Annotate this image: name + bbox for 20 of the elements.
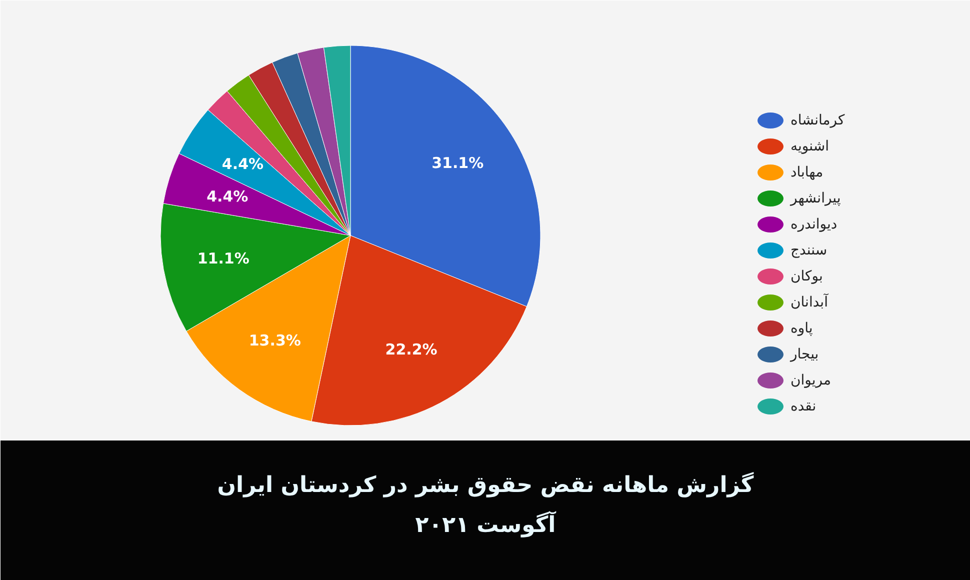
data-label: 4.4% (222, 155, 264, 174)
legend-label: اشنویه (790, 138, 829, 154)
legend-label: بوکان (790, 268, 823, 284)
data-label: 22.2% (385, 340, 438, 358)
data-label: 4.4% (206, 187, 248, 206)
data-label: 31.1% (432, 154, 484, 172)
legend-label: سنندج (790, 242, 828, 258)
legend-label: بیجار (790, 346, 819, 362)
data-label: 11.1% (197, 250, 250, 268)
legend-label: دیواندره (790, 216, 838, 232)
legend-label: کرمانشاه (790, 112, 845, 128)
text: گزارش ماهانه نقض حقوق بشر در کردستان ایران (217, 471, 754, 498)
legend-label: نقده (790, 398, 816, 414)
data-label: 13.3% (248, 331, 301, 350)
legend-label: آبدانان (790, 292, 830, 310)
legend-label: پاوه (790, 320, 813, 336)
text: آگوست ۲۰۲۱ (415, 511, 556, 538)
legend-label: مهاباد (790, 164, 824, 180)
legend-label: پیرانشهر (790, 190, 841, 206)
legend-label: مریوان (790, 372, 832, 388)
